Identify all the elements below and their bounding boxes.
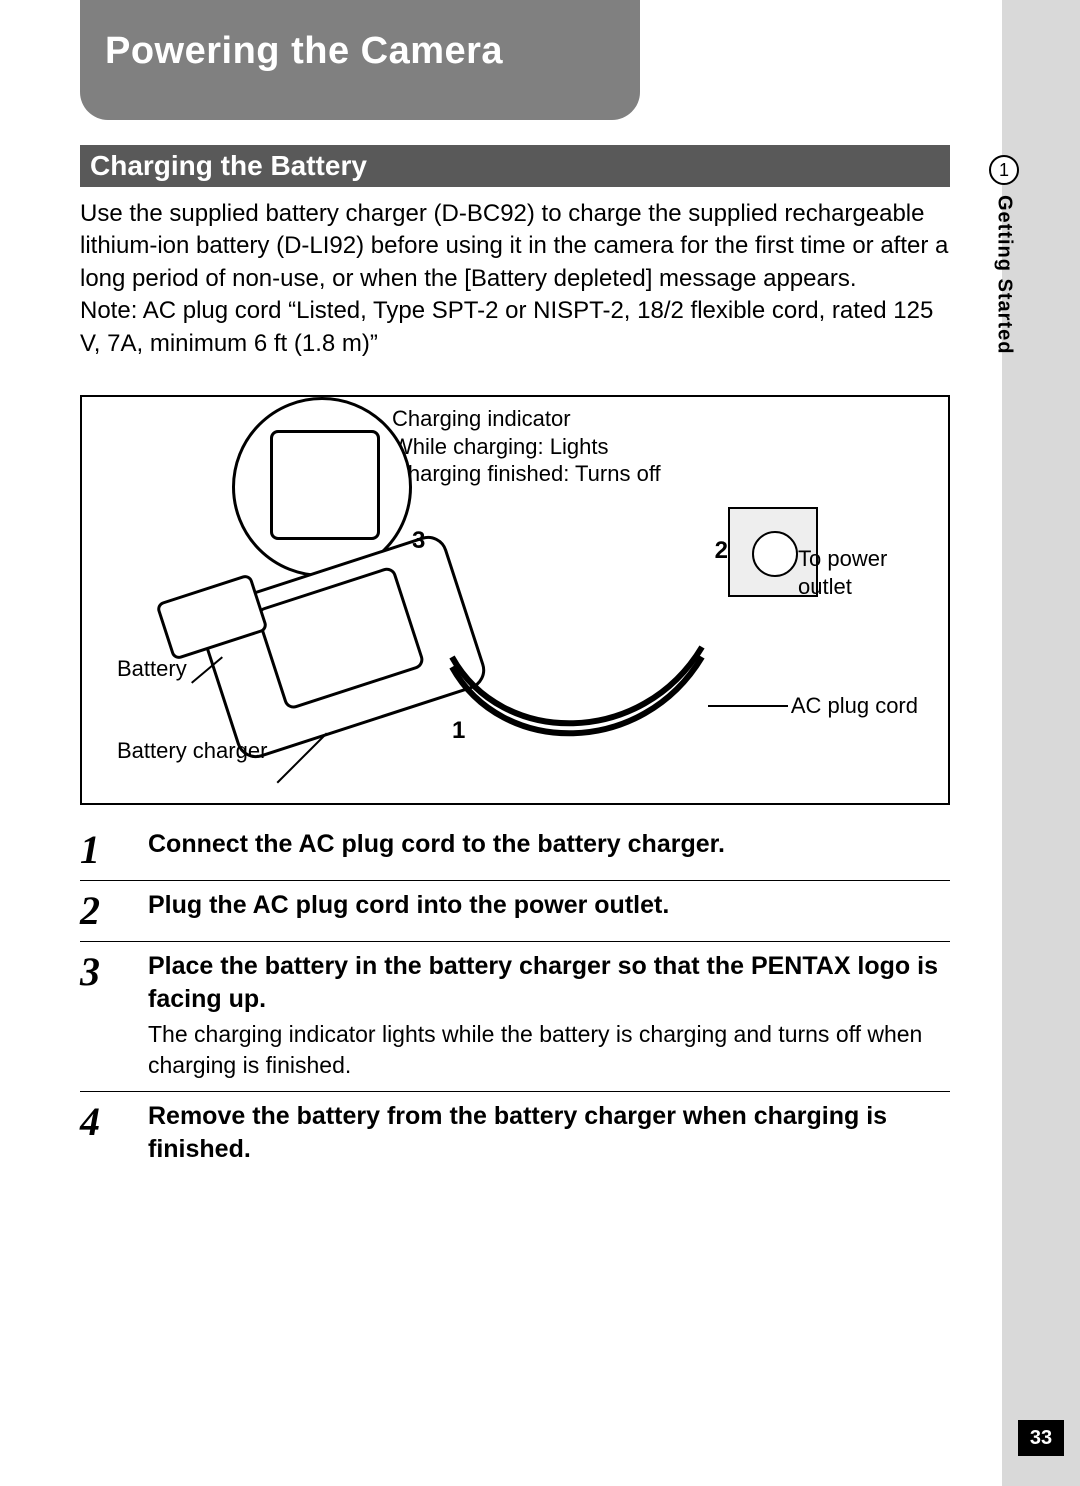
step-item: 1 Connect the AC plug cord to the batter… bbox=[80, 820, 950, 880]
step-number: 3 bbox=[80, 950, 120, 1081]
indicator-l3: Charging finished: Turns off bbox=[392, 461, 661, 486]
charging-diagram: Charging indicator While charging: Light… bbox=[80, 395, 950, 805]
step-number: 2 bbox=[80, 889, 120, 931]
section-heading: Charging the Battery bbox=[80, 145, 950, 187]
diagram-step-1: 1 bbox=[452, 717, 465, 745]
step-title: Remove the battery from the battery char… bbox=[148, 1100, 950, 1165]
diagram-step-3: 3 bbox=[412, 527, 425, 555]
steps-list: 1 Connect the AC plug cord to the batter… bbox=[80, 820, 950, 1175]
intro-block: Use the supplied battery charger (D-BC92… bbox=[80, 198, 950, 360]
step-number: 1 bbox=[80, 828, 120, 870]
step-item: 4 Remove the battery from the battery ch… bbox=[80, 1091, 950, 1175]
chapter-title-tab: Powering the Camera bbox=[80, 0, 640, 120]
side-tab: 1 Getting Started bbox=[982, 155, 1026, 354]
note-text: Note: AC plug cord “Listed, Type SPT-2 o… bbox=[80, 297, 933, 356]
outlet-label-text: To power outlet bbox=[798, 546, 887, 599]
step-title: Place the battery in the battery charger… bbox=[148, 950, 950, 1015]
step-title: Connect the AC plug cord to the battery … bbox=[148, 828, 950, 861]
chapter-title: Powering the Camera bbox=[105, 30, 615, 73]
step-title: Plug the AC plug cord into the power out… bbox=[148, 889, 950, 922]
charger-label: Battery charger bbox=[117, 737, 267, 765]
diagram-step-2: 2 bbox=[715, 537, 728, 565]
indicator-label: Charging indicator While charging: Light… bbox=[392, 405, 661, 488]
intro-text: Use the supplied battery charger (D-BC92… bbox=[80, 200, 948, 292]
indicator-l1: Charging indicator bbox=[392, 406, 571, 431]
indicator-l2: While charging: Lights bbox=[392, 434, 608, 459]
leader-line bbox=[708, 705, 788, 707]
step-item: 2 Plug the AC plug cord into the power o… bbox=[80, 880, 950, 941]
step-number: 4 bbox=[80, 1100, 120, 1165]
cord-label: AC plug cord bbox=[791, 692, 918, 720]
cord-icon bbox=[442, 627, 742, 747]
battery-label: Battery bbox=[117, 655, 187, 683]
step-item: 3 Place the battery in the battery charg… bbox=[80, 941, 950, 1091]
page-number: 33 bbox=[1018, 1420, 1064, 1456]
manual-page: Powering the Camera Charging the Battery… bbox=[0, 0, 1080, 1486]
chapter-number-badge: 1 bbox=[989, 155, 1019, 185]
chapter-label: Getting Started bbox=[993, 195, 1016, 354]
outlet-label: To power outlet bbox=[798, 545, 918, 600]
step-subtext: The charging indicator lights while the … bbox=[148, 1019, 950, 1081]
